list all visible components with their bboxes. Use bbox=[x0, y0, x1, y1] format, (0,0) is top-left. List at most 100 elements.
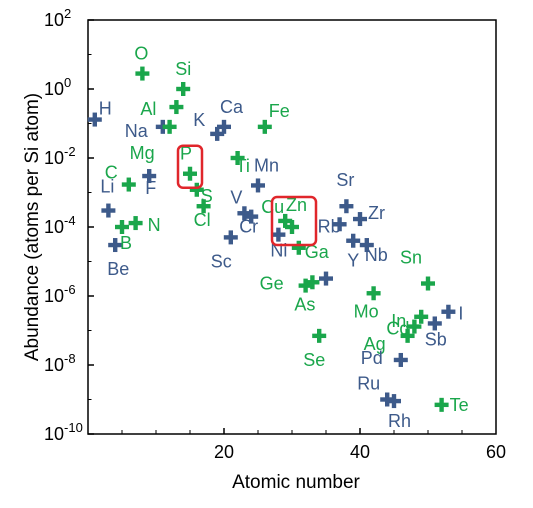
point-label-v: V bbox=[230, 187, 242, 207]
point-label-b: B bbox=[120, 233, 132, 253]
point-label-sc: Sc bbox=[211, 251, 232, 271]
data-point-f bbox=[142, 169, 157, 184]
point-label-n: N bbox=[148, 215, 161, 235]
data-point-cr bbox=[244, 209, 259, 224]
data-point-ni bbox=[271, 227, 286, 242]
y-tick-label: 10-10 bbox=[44, 420, 83, 444]
point-label-cr: Cr bbox=[239, 217, 258, 237]
point-label-ag: Ag bbox=[364, 334, 386, 354]
point-label-pd: Pd bbox=[361, 348, 383, 368]
data-point-br bbox=[319, 271, 333, 286]
x-axis-title: Atomic number bbox=[232, 472, 360, 493]
point-label-cd: Cd bbox=[386, 319, 409, 339]
data-point-k bbox=[210, 126, 225, 141]
x-tick-label: 40 bbox=[350, 442, 370, 462]
point-label-cl: Cl bbox=[194, 210, 211, 230]
point-label-sn: Sn bbox=[400, 248, 422, 268]
point-label-ca: Ca bbox=[220, 97, 244, 117]
point-label-s: S bbox=[201, 186, 213, 206]
data-point-i bbox=[441, 304, 456, 319]
data-point-fe bbox=[257, 119, 272, 134]
x-tick-label: 20 bbox=[214, 442, 234, 462]
point-label-zr: Zr bbox=[368, 203, 385, 223]
data-point-v bbox=[237, 206, 252, 221]
data-point-cd bbox=[407, 319, 422, 334]
point-label-sb: Sb bbox=[425, 329, 447, 349]
data-point-sb bbox=[427, 316, 442, 331]
data-point-ga bbox=[291, 240, 306, 255]
point-label-sr: Sr bbox=[336, 170, 354, 190]
data-point-zn bbox=[285, 220, 299, 234]
data-point-b bbox=[115, 220, 129, 234]
data-point-c bbox=[121, 177, 136, 192]
point-label-te: Te bbox=[450, 395, 469, 415]
y-tick-label: 10-4 bbox=[44, 213, 76, 237]
data-point-h bbox=[87, 112, 102, 127]
point-label-si: Si bbox=[175, 59, 191, 79]
data-point-as bbox=[305, 275, 320, 290]
data-point-zr bbox=[353, 212, 367, 227]
data-point-p bbox=[183, 166, 197, 181]
point-label-rh: Rh bbox=[388, 411, 411, 431]
y-tick-label: 102 bbox=[44, 6, 71, 30]
point-label-na: Na bbox=[125, 121, 149, 141]
data-point-be bbox=[108, 238, 123, 253]
data-point-nb bbox=[359, 238, 374, 253]
y-tick-label: 10-8 bbox=[44, 351, 76, 375]
point-label-mn: Mn bbox=[254, 155, 279, 175]
point-label-f: F bbox=[145, 178, 156, 198]
data-point-o bbox=[135, 66, 150, 81]
highlight-box-zn bbox=[270, 195, 318, 247]
point-label-o: O bbox=[134, 44, 148, 64]
y-tick-label: 10-2 bbox=[44, 144, 76, 168]
x-tick-label: 60 bbox=[486, 442, 506, 462]
point-label-p: P bbox=[180, 144, 192, 164]
highlight-boxes bbox=[176, 144, 318, 247]
data-point-ge bbox=[298, 278, 313, 293]
point-label-ge: Ge bbox=[260, 274, 284, 294]
data-point-mo bbox=[366, 286, 381, 301]
point-label-al: Al bbox=[140, 99, 156, 119]
y-tick-label: 10-6 bbox=[44, 282, 76, 306]
x-axis-ticks: 20 40 60 bbox=[121, 428, 506, 462]
data-point-pd bbox=[393, 352, 408, 367]
y-tick-label: 100 bbox=[44, 75, 71, 99]
data-point-n bbox=[128, 216, 143, 231]
highlight-box-p bbox=[176, 144, 204, 189]
point-label-c: C bbox=[105, 163, 118, 183]
point-label-fe: Fe bbox=[269, 101, 290, 121]
data-point-te bbox=[434, 397, 449, 412]
data-point-ag bbox=[400, 328, 415, 343]
point-label-be: Be bbox=[107, 259, 129, 279]
data-point-rb bbox=[332, 217, 347, 232]
point-label-as: As bbox=[294, 294, 315, 314]
point-label-se: Se bbox=[303, 350, 325, 370]
data-point-sn bbox=[421, 276, 435, 291]
data-point-ti bbox=[230, 151, 245, 165]
point-label-in: In bbox=[391, 311, 406, 331]
data-point-al bbox=[169, 100, 184, 115]
point-label-ru: Ru bbox=[357, 374, 380, 394]
point-label-rb: Rb bbox=[318, 216, 341, 236]
data-point-si bbox=[176, 82, 191, 96]
data-point-mg bbox=[162, 119, 177, 134]
point-label-i: I bbox=[458, 304, 463, 324]
point-label-mg: Mg bbox=[130, 143, 155, 163]
point-label-ga: Ga bbox=[305, 242, 330, 262]
point-label-h: H bbox=[99, 99, 112, 119]
point-label-nb: Nb bbox=[365, 245, 388, 265]
point-label-zn: Zn bbox=[286, 195, 307, 215]
data-point-s bbox=[189, 182, 204, 197]
data-point-sr bbox=[339, 199, 354, 214]
data-point-sc bbox=[223, 230, 238, 245]
data-point-li bbox=[101, 203, 116, 218]
point-label-y: Y bbox=[347, 251, 359, 271]
point-label-ti: Ti bbox=[236, 156, 250, 176]
data-markers bbox=[87, 66, 456, 412]
point-label-k: K bbox=[193, 110, 205, 130]
data-point-mn bbox=[251, 178, 265, 193]
point-label-mo: Mo bbox=[354, 301, 379, 321]
data-point-rh bbox=[387, 394, 401, 409]
